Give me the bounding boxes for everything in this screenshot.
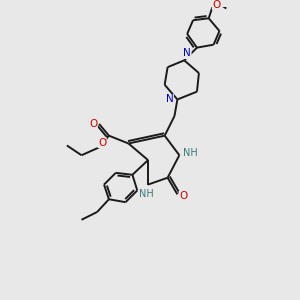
Text: N: N [183,49,191,58]
Text: NH: NH [139,189,154,200]
Text: O: O [98,137,106,148]
Text: O: O [212,0,220,10]
Text: NH: NH [183,148,197,158]
Text: O: O [89,119,98,129]
Text: N: N [166,94,173,104]
Text: O: O [179,191,188,201]
